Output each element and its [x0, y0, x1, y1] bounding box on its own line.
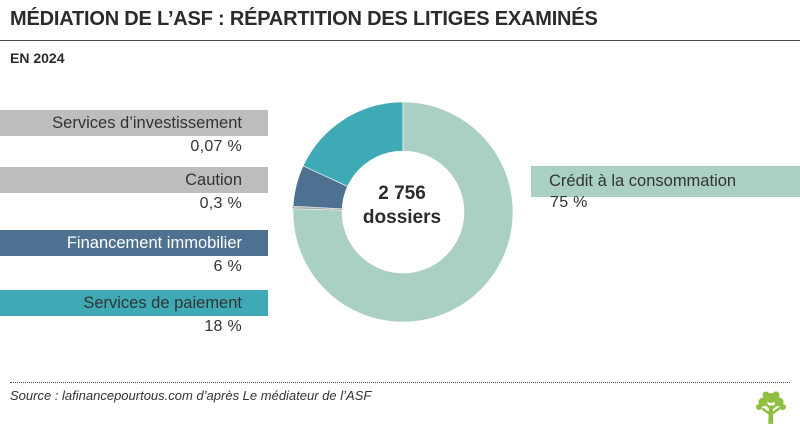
donut-chart [292, 101, 514, 323]
donut-center-unit: dossiers [362, 207, 442, 228]
donut-center-label: 2 756 dossiers [332, 182, 472, 230]
donut-slice-credit-a-la-consommation [292, 101, 514, 323]
legend-label-caution: Caution [185, 170, 242, 189]
footer-divider [10, 382, 790, 383]
legend-label-services-investissement: Services d’investissement [52, 113, 242, 132]
legend-label-services-paiement: Services de paiement [83, 293, 242, 312]
legend-bar-caution: Caution [0, 167, 268, 193]
legend-bar-credit-consommation: Crédit à la consommation [531, 166, 800, 197]
legend-value-financement-immobilier: 6 % [213, 258, 242, 275]
chart-title: MÉDIATION DE L’ASF : RÉPARTITION DES LIT… [10, 8, 598, 30]
legend-value-services-investissement: 0,07 % [190, 138, 242, 155]
legend-value-services-paiement: 18 % [204, 318, 242, 335]
legend-value-credit-consommation: 75 % [550, 194, 588, 211]
legend-bar-services-investissement: Services d’investissement [0, 110, 268, 136]
tree-icon [756, 391, 786, 424]
legend-value-caution: 0,3 % [199, 195, 242, 212]
legend-bar-financement-immobilier: Financement immobilier [0, 230, 268, 256]
legend-bar-services-paiement: Services de paiement [0, 290, 268, 316]
chart-subtitle: EN 2024 [10, 50, 65, 66]
source-note: Source : lafinancepourtous.com d’après L… [10, 388, 372, 403]
legend-label-financement-immobilier: Financement immobilier [66, 233, 242, 252]
legend-label-credit-consommation: Crédit à la consommation [549, 172, 737, 190]
title-divider [0, 40, 800, 41]
donut-center-count: 2 756 [378, 183, 426, 204]
